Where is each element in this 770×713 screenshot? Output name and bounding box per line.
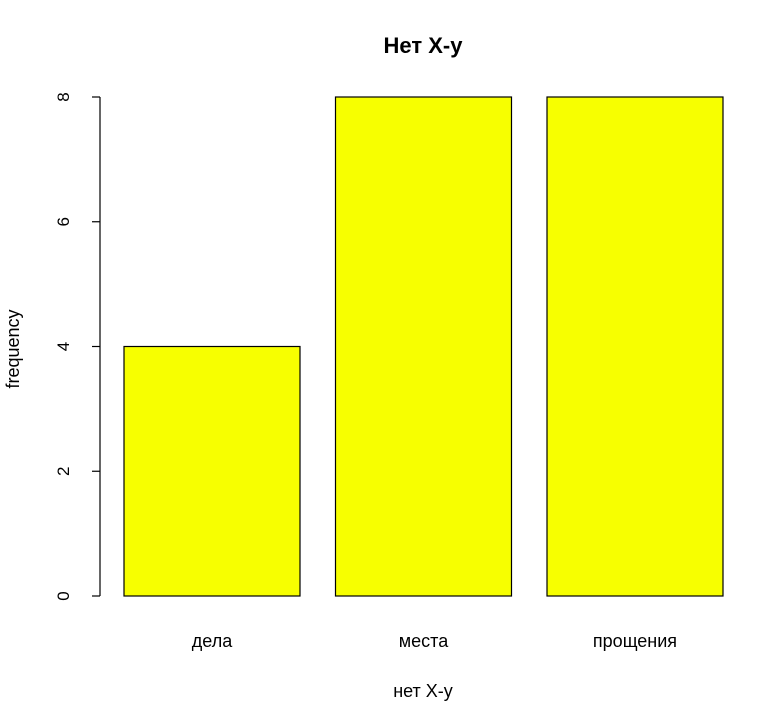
x-tick-label: дела <box>192 631 233 651</box>
y-tick-label: 4 <box>54 342 73 351</box>
bar-2 <box>334 96 513 597</box>
y-tick-label: 6 <box>54 217 73 226</box>
x-tick-label: места <box>399 631 449 651</box>
chart-title: Нет X-у <box>384 33 464 58</box>
y-axis-label: frequency <box>3 309 23 388</box>
bar-1 <box>123 345 301 597</box>
y-tick-label: 2 <box>54 467 73 476</box>
y-tick-label: 8 <box>54 92 73 101</box>
bar-3 <box>546 96 724 597</box>
y-axis: 0 2 4 6 8 <box>54 92 101 601</box>
x-tick-label: прощения <box>593 631 677 651</box>
x-tick-labels: дела места прощения <box>192 631 677 651</box>
bars-group <box>123 96 724 597</box>
y-tick-label: 0 <box>54 591 73 600</box>
x-axis-label: нет X-у <box>393 681 453 701</box>
